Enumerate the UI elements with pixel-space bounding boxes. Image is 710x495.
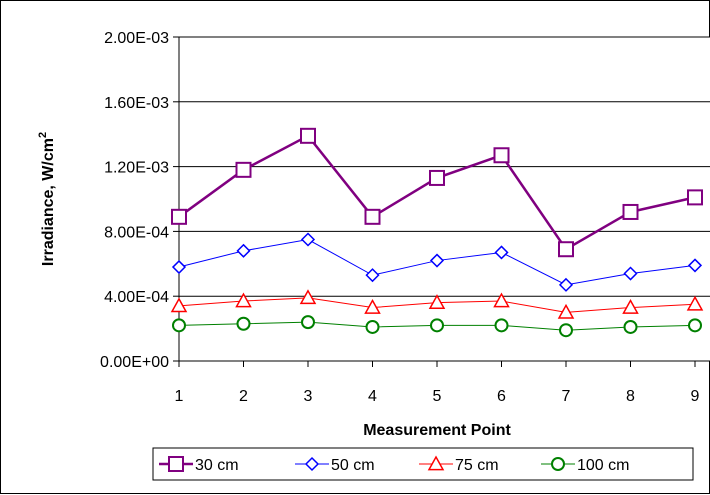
data-point [235, 161, 252, 178]
legend-marker [304, 456, 320, 472]
series-100-cm [172, 315, 702, 338]
series-75-cm [170, 289, 704, 319]
legend-label: 30 cm [195, 457, 239, 474]
legend-entry: 50 cm [295, 456, 375, 474]
data-point [429, 169, 445, 186]
y-tick-label: 1.20E-03 [104, 160, 169, 177]
data-point [170, 297, 188, 313]
tick-labels: 0.00E+00 4.00E-04 8.00E-04 1.20E-03 1.60E-03… [100, 30, 700, 405]
series-layer [170, 127, 704, 338]
legend-marker [168, 456, 184, 472]
data-point [365, 268, 380, 283]
data-point [493, 292, 510, 308]
x-tick-label: 8 [626, 388, 635, 405]
series-50-cm [171, 232, 703, 292]
data-point [557, 303, 575, 319]
data-point [429, 253, 445, 268]
data-point [236, 243, 251, 258]
x-tick-label: 4 [368, 388, 377, 405]
legend-entry: 30 cm [159, 456, 239, 474]
data-point [623, 319, 638, 334]
y-tick-label: 1.60E-03 [104, 95, 169, 112]
x-tick-label: 1 [175, 388, 184, 405]
y-tick-label: 0.00E+00 [100, 354, 169, 371]
x-tick-label: 3 [304, 388, 313, 405]
data-point [688, 318, 702, 333]
legend-label: 100 cm [577, 457, 629, 474]
data-point [428, 294, 446, 310]
data-point [171, 208, 187, 225]
legend-entry: 75 cm [419, 455, 499, 474]
x-tick-label: 2 [239, 388, 248, 405]
data-point [236, 316, 251, 331]
series-30-cm [171, 127, 703, 258]
data-point [235, 292, 252, 308]
x-axis-title: Measurement Point [363, 422, 511, 439]
y-tick-label: 2.00E-03 [104, 30, 169, 47]
data-point [494, 318, 509, 333]
grid-lines [179, 36, 710, 297]
data-point [300, 127, 316, 144]
data-point [494, 245, 509, 260]
legend-marker [551, 457, 565, 471]
legend-label: 75 cm [455, 457, 499, 474]
x-tick-label: 7 [562, 388, 571, 405]
data-point [172, 318, 186, 333]
y-axis-title-main: Irradiance, W/cm [40, 138, 57, 266]
data-point [364, 208, 381, 225]
legend-marker [427, 455, 445, 471]
data-point [558, 241, 574, 258]
x-tick-label: 6 [497, 388, 506, 405]
y-tick-label: 4.00E-04 [104, 289, 169, 306]
data-point [171, 259, 187, 275]
data-point [364, 298, 381, 314]
data-point [687, 189, 703, 206]
data-point [622, 203, 639, 220]
data-point [300, 232, 316, 247]
data-point [623, 266, 638, 281]
data-point [493, 147, 510, 164]
y-axis-title-superscript: 2 [37, 132, 49, 138]
legend-entry: 100 cm [541, 457, 629, 474]
x-tick-label: 9 [691, 388, 700, 405]
legend-label: 50 cm [331, 457, 375, 474]
data-point [299, 289, 317, 305]
data-point [365, 319, 380, 334]
data-point [430, 318, 444, 333]
data-point [687, 258, 703, 273]
plot-area [179, 37, 710, 361]
y-tick-label: 8.00E-04 [104, 224, 169, 241]
data-point [622, 298, 639, 314]
data-point [686, 295, 704, 311]
data-point [559, 323, 573, 338]
y-axis-title: Irradiance, W/cm2 [37, 132, 57, 266]
x-tick-label: 5 [433, 388, 442, 405]
data-point [301, 315, 315, 330]
legend: 30 cm 50 cm 75 cm 100 cm [152, 447, 694, 481]
data-point [558, 277, 574, 292]
